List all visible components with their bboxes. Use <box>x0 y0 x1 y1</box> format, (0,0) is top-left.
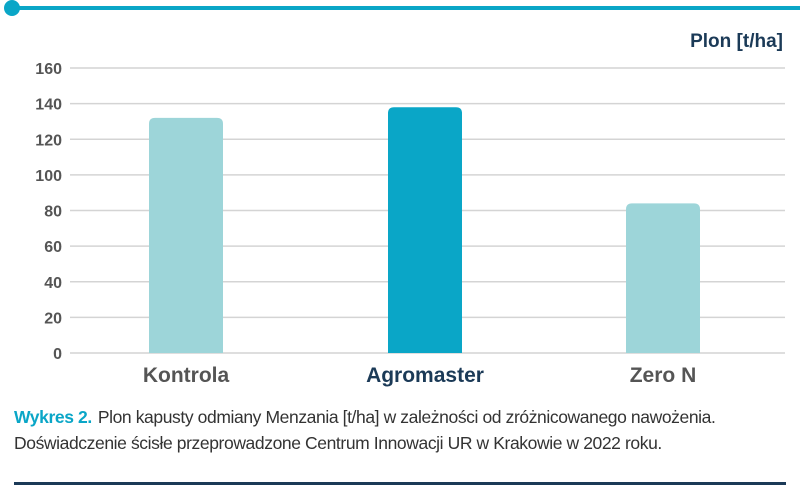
y-axis-unit-label: Plon [t/ha] <box>690 31 783 52</box>
y-tick-label: 60 <box>44 239 62 256</box>
header-dot <box>4 0 20 16</box>
y-tick-label: 160 <box>35 61 62 78</box>
x-axis-labels: Kontrola Agromaster Zero N <box>143 364 696 387</box>
y-tick-label: 0 <box>53 346 62 363</box>
bar-kontrola <box>149 117 223 353</box>
bar-agromaster <box>388 107 462 353</box>
y-tick-label: 120 <box>35 132 62 149</box>
y-tick-label: 40 <box>44 275 62 292</box>
y-tick-label: 140 <box>35 97 62 114</box>
caption-label: Wykres 2. <box>14 407 92 427</box>
figure-caption: Wykres 2. Plon kapusty odmiany Menzania [… <box>14 404 786 456</box>
y-axis-ticks: 0 20 40 60 80 100 120 140 160 <box>35 61 62 363</box>
x-tick-label: Kontrola <box>143 364 230 387</box>
bar-chart: Plon [t/ha] 0 20 40 60 80 100 120 140 160 Kontro… <box>4 0 800 387</box>
x-tick-label: Agromaster <box>366 364 484 387</box>
x-tick-label: Zero N <box>630 364 697 387</box>
bar-zero-n <box>626 203 700 353</box>
y-tick-label: 100 <box>35 168 62 185</box>
caption-text: Plon kapusty odmiany Menzania [t/ha] w z… <box>14 407 716 453</box>
bars <box>149 107 700 353</box>
header-decoration <box>4 0 800 16</box>
bottom-rule <box>14 482 786 485</box>
y-tick-label: 80 <box>44 204 62 221</box>
y-tick-label: 20 <box>44 310 62 327</box>
